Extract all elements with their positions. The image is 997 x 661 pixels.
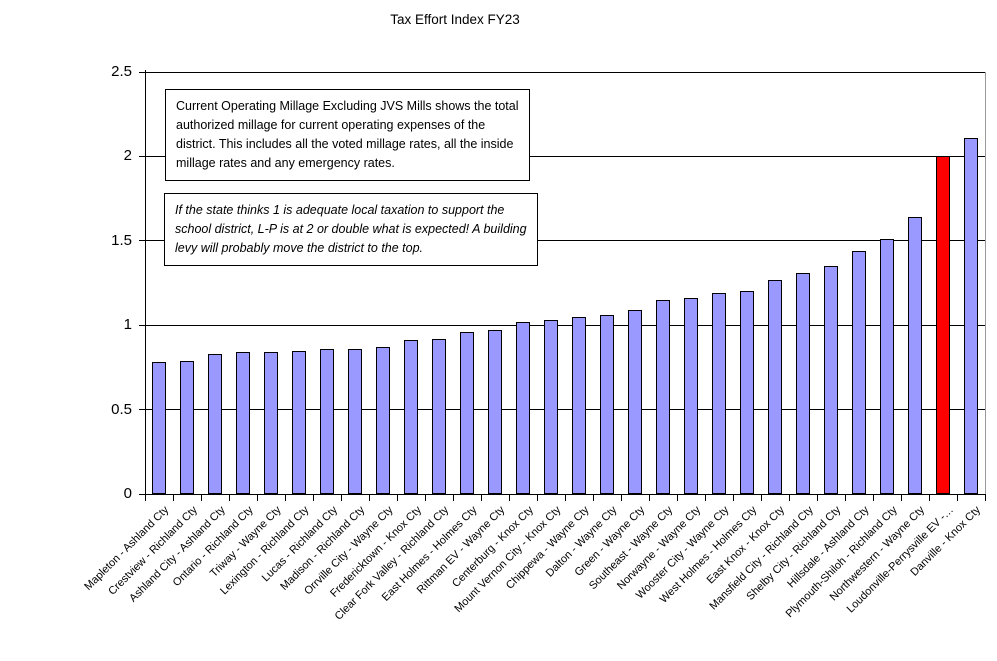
x-axis-tick	[900, 495, 902, 501]
x-axis-tick	[760, 495, 762, 501]
bar	[208, 353, 222, 494]
x-axis-tick	[480, 495, 482, 501]
x-axis-tick	[144, 495, 146, 501]
bar	[488, 330, 502, 494]
x-axis-tick	[788, 495, 790, 501]
x-axis-tick	[508, 495, 510, 501]
bar	[152, 362, 166, 494]
chart-title: Tax Effort Index FY23	[390, 12, 520, 27]
bar	[796, 272, 810, 494]
bar	[376, 347, 390, 494]
y-axis-tick	[139, 493, 145, 495]
x-axis-tick	[620, 495, 622, 501]
bar	[824, 266, 838, 494]
y-axis-tick-label: 2.5	[111, 63, 132, 80]
x-axis-tick	[928, 495, 930, 501]
plot-right-border	[985, 72, 986, 494]
x-axis-tick	[536, 495, 538, 501]
x-axis-tick	[844, 495, 846, 501]
bar	[880, 239, 894, 494]
x-axis-tick	[564, 495, 566, 501]
y-axis-tick	[139, 240, 145, 242]
bar	[348, 348, 362, 494]
y-axis-tick	[139, 71, 145, 73]
y-axis-tick-label: 0.5	[111, 400, 132, 418]
x-axis-tick	[396, 495, 398, 501]
bar	[852, 250, 866, 494]
bar	[768, 279, 782, 494]
bar	[656, 299, 670, 494]
x-axis-tick	[592, 495, 594, 501]
x-axis-tick	[452, 495, 454, 501]
bar	[264, 352, 278, 494]
bar	[404, 340, 418, 494]
x-axis-tick	[228, 495, 230, 501]
y-axis-tick-label: 2	[123, 147, 132, 165]
bar	[544, 320, 558, 494]
y-axis-tick	[139, 409, 145, 411]
bar	[460, 331, 474, 494]
y-axis-tick-label: 1.5	[111, 231, 132, 249]
x-axis-tick	[872, 495, 874, 501]
x-axis-line	[145, 494, 986, 495]
x-axis-tick	[816, 495, 818, 501]
x-axis-tick	[956, 495, 958, 501]
gridline-1.5	[145, 240, 985, 242]
y-axis-tick-label: 0	[123, 485, 132, 502]
bar	[908, 217, 922, 494]
y-axis-tick	[139, 155, 145, 157]
bar	[964, 137, 978, 494]
gridline-0.5	[145, 409, 985, 411]
bar	[292, 350, 306, 494]
x-axis-tick	[732, 495, 734, 501]
x-axis-tick	[704, 495, 706, 501]
gridline-1	[145, 324, 985, 326]
x-axis-tick	[368, 495, 370, 501]
bar-highlighted	[936, 156, 950, 494]
x-axis-tick	[676, 495, 678, 501]
gridline-2.5	[145, 71, 985, 73]
y-axis-tick-label: 1	[123, 316, 132, 334]
annotation-levy-note: If the state thinks 1 is adequate local …	[164, 193, 538, 266]
bar	[628, 310, 642, 494]
x-axis-tick	[284, 495, 286, 501]
bar	[572, 316, 586, 494]
x-axis-tick	[256, 495, 258, 501]
bar	[712, 293, 726, 494]
bar	[684, 298, 698, 494]
bar	[236, 352, 250, 494]
bar	[740, 291, 754, 494]
x-axis-tick	[340, 495, 342, 501]
x-axis-tick	[984, 495, 986, 501]
x-axis-tick	[424, 495, 426, 501]
y-axis-tick	[139, 324, 145, 326]
bar	[320, 348, 334, 494]
gridline-2	[145, 155, 985, 157]
bar	[516, 321, 530, 494]
y-axis-line	[145, 70, 146, 495]
x-axis-tick	[172, 495, 174, 501]
bar	[432, 338, 446, 494]
x-axis-tick	[648, 495, 650, 501]
x-axis-tick	[312, 495, 314, 501]
annotation-millage-note: Current Operating Millage Excluding JVS …	[165, 89, 530, 181]
bar	[180, 360, 194, 494]
x-axis-tick	[200, 495, 202, 501]
bar	[600, 315, 614, 494]
